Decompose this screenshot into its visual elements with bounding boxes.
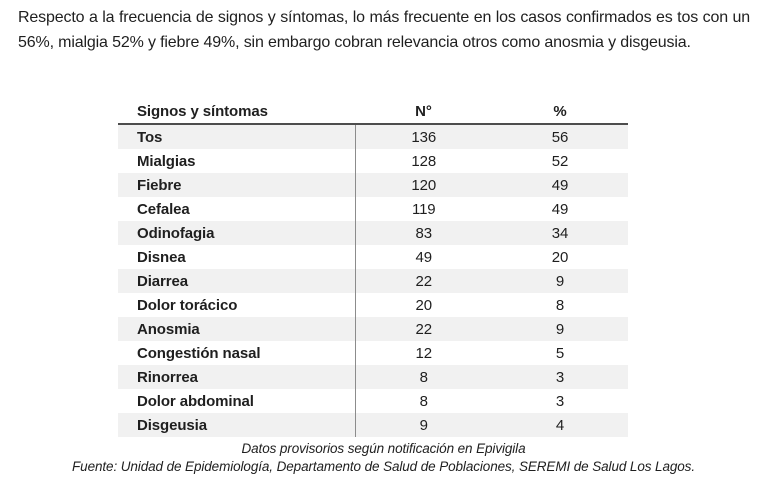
n-cell: 119: [411, 200, 436, 218]
n-cell: 8: [419, 368, 428, 386]
table-row: Odinofagia 83 34: [118, 221, 628, 245]
table-header-row: Signos y síntomas N° %: [118, 99, 628, 125]
pct-cell: 9: [555, 272, 565, 290]
n-cell: 120: [411, 176, 437, 194]
pct-cell: 52: [551, 152, 569, 170]
table-row: Disnea 49 20: [118, 245, 628, 269]
symptom-cell: Odinofagia: [118, 221, 356, 245]
table-row: Mialgias 128 52: [118, 149, 628, 173]
symptom-cell: Rinorrea: [118, 365, 356, 389]
intro-paragraph: Respecto a la frecuencia de signos y sín…: [18, 9, 750, 51]
table-row: Disgeusia 9 4: [118, 413, 628, 437]
symptom-cell: Dolor torácico: [118, 293, 356, 317]
table-row: Dolor torácico 20 8: [118, 293, 628, 317]
column-header-pct: %: [492, 99, 628, 125]
pct-cell: 49: [551, 176, 569, 194]
n-cell: 12: [415, 344, 433, 362]
symptoms-table: Signos y síntomas N° % Tos 136 56 Mialgi…: [118, 99, 628, 437]
column-header-symptom: Signos y síntomas: [118, 99, 355, 125]
symptom-cell: Fiebre: [118, 173, 356, 197]
table-row: Fiebre 120 49: [118, 173, 628, 197]
n-cell: 49: [415, 248, 433, 266]
n-cell: 128: [411, 152, 437, 170]
table-row: Tos 136 56: [118, 124, 628, 149]
pct-cell: 34: [551, 224, 569, 242]
n-cell: 8: [419, 392, 428, 410]
table-row: Dolor abdominal 8 3: [118, 389, 628, 413]
symptom-cell: Dolor abdominal: [118, 389, 356, 413]
pct-cell: 4: [555, 416, 565, 434]
pct-cell: 20: [551, 248, 569, 266]
footnote: Datos provisorios según notificación en …: [241, 441, 526, 456]
table-row: Anosmia 22 9: [118, 317, 628, 341]
symptom-cell: Anosmia: [118, 317, 356, 341]
pct-cell: 5: [555, 344, 565, 362]
symptom-cell: Diarrea: [118, 269, 356, 293]
pct-cell: 49: [551, 200, 569, 218]
source-note: Fuente: Unidad de Epidemiología, Departa…: [72, 459, 695, 474]
n-cell: 22: [415, 320, 433, 338]
symptom-cell: Disgeusia: [118, 413, 356, 437]
symptom-cell: Tos: [118, 124, 356, 149]
symptom-cell: Cefalea: [118, 197, 356, 221]
n-cell: 9: [419, 416, 428, 434]
pct-cell: 8: [555, 296, 565, 314]
symptom-cell: Mialgias: [118, 149, 356, 173]
symptom-cell: Congestión nasal: [118, 341, 356, 365]
pct-cell: 9: [555, 320, 565, 338]
column-header-n: N°: [355, 99, 492, 125]
symptom-cell: Disnea: [118, 245, 356, 269]
pct-cell: 3: [555, 368, 565, 386]
pct-cell: 56: [551, 128, 569, 146]
n-cell: 83: [415, 224, 433, 242]
table-row: Congestión nasal 12 5: [118, 341, 628, 365]
n-cell: 20: [415, 296, 433, 314]
table-row: Cefalea 119 49: [118, 197, 628, 221]
n-cell: 22: [415, 272, 433, 290]
table-row: Rinorrea 8 3: [118, 365, 628, 389]
n-cell: 136: [411, 128, 437, 146]
table-row: Diarrea 22 9: [118, 269, 628, 293]
pct-cell: 3: [555, 392, 565, 410]
